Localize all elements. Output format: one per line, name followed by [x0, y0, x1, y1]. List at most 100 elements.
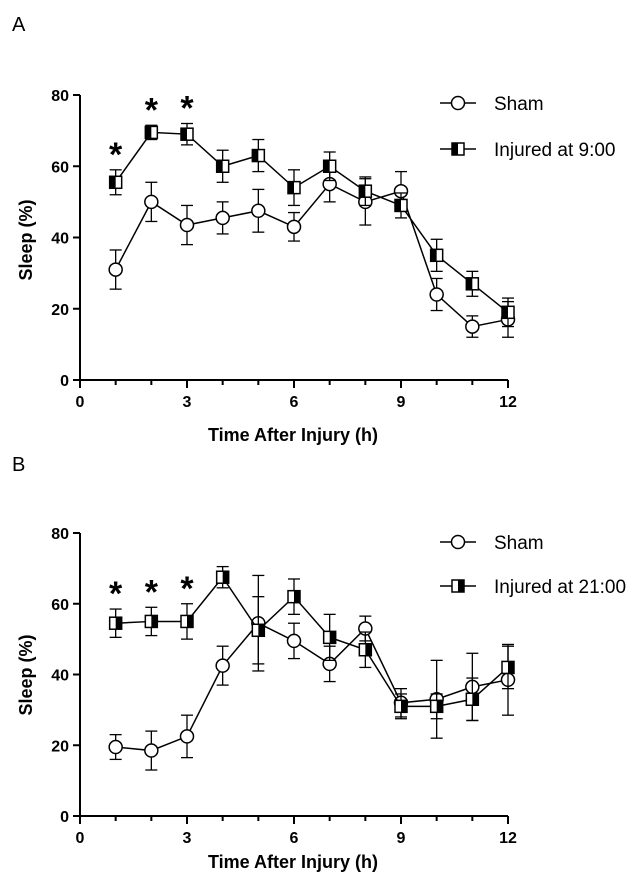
series-line-sham-a: [115, 183, 509, 328]
point-injured-b-fill: [329, 631, 336, 644]
point-injured-a-fill: [430, 249, 437, 262]
point-injured-a: [287, 180, 301, 195]
point-injured-a: [322, 159, 337, 173]
series-line-sham-b: [115, 622, 509, 752]
x-tick-label-b: 12: [499, 830, 517, 847]
point-injured-b: [465, 692, 480, 707]
point-injured-a: [215, 159, 230, 173]
y-tick-label-b: 60: [51, 597, 69, 614]
y-tick-label-a: 40: [51, 231, 69, 248]
point-sham-a: [215, 210, 230, 226]
point-injured-b-fill: [258, 624, 265, 637]
point-injured-a-fill: [145, 126, 152, 139]
point-sham-b: [108, 739, 123, 755]
point-injured-a-fill: [395, 199, 401, 212]
point-injured-b: [501, 660, 515, 675]
point-injured-a: [251, 148, 266, 163]
x-tick-label-b: 9: [397, 830, 406, 847]
legend-injured-marker-b-outline: [451, 579, 465, 593]
point-sham-a: [429, 287, 444, 302]
legend-injured-label-b: Injured at 21:00: [494, 577, 626, 598]
point-injured-b: [394, 699, 408, 714]
series-line-injured-b: [115, 575, 509, 708]
point-injured-a-fill: [216, 160, 223, 173]
point-sham-a: [286, 219, 302, 235]
point-injured-a-fill: [359, 185, 366, 198]
point-injured-b: [144, 614, 159, 629]
x-tick-label-a: 12: [499, 394, 517, 411]
point-injured-a: [358, 184, 373, 198]
point-injured-a: [429, 248, 444, 263]
point-injured-b-bg: [252, 624, 265, 637]
x-axis-label-b: Time After Injury (h): [208, 852, 378, 872]
panel-a: A Sleep (%) Time After Injury (h) 0 20 40 6…: [12, 14, 615, 445]
legend-a: Sham Injured at 9:00: [440, 94, 615, 161]
point-injured-b: [180, 614, 194, 629]
point-injured-a: [465, 277, 480, 291]
point-injured-b-fill: [115, 617, 122, 630]
x-tick-label-a: 3: [183, 394, 192, 411]
series-line-injured-a: [115, 131, 509, 313]
point-sham-a: [251, 203, 266, 219]
point-injured-b-fill: [508, 661, 514, 674]
legend-sham-marker-a: [450, 95, 466, 111]
panel-b: B Sleep (%) Time After Injury (h) 0 20 40 6…: [12, 454, 626, 872]
point-injured-a: [501, 305, 515, 320]
point-injured-b-fill: [294, 590, 300, 603]
panel-label-b: B: [12, 454, 25, 476]
significance-star-b: *: [145, 573, 159, 611]
legend-injured-marker-b-black: [458, 580, 464, 592]
point-sham-a: [108, 262, 123, 277]
point-injured-b-fill: [365, 643, 372, 656]
point-injured-b-fill: [401, 700, 407, 713]
legend-injured-label-a: Injured at 9:00: [494, 140, 615, 161]
y-tick-label-a: 20: [51, 302, 69, 319]
y-tick-label-a: 0: [60, 373, 69, 390]
x-tick-label-b: 0: [76, 830, 85, 847]
point-injured-a: [394, 198, 408, 213]
point-injured-a-fill: [323, 160, 330, 173]
point-sham-a: [179, 217, 195, 233]
point-sham-b: [144, 743, 159, 758]
point-injured-b: [108, 616, 123, 630]
point-injured-b-fill: [187, 615, 193, 628]
y-axis-label-a: Sleep (%): [16, 199, 36, 280]
legend-injured-marker-a-black: [452, 143, 458, 155]
point-injured-a: [180, 127, 194, 141]
point-injured-a-fill: [288, 181, 294, 194]
plot-area-b: 0 20 40 60 80 0 3 6 9 12 * * *: [51, 526, 517, 847]
point-sham-b: [179, 729, 195, 744]
point-injured-a-fill: [181, 128, 187, 141]
point-injured-a-fill: [109, 176, 116, 189]
point-sham-a: [465, 319, 480, 334]
y-tick-label-b: 80: [51, 526, 69, 543]
x-tick-label-b: 6: [290, 830, 299, 847]
y-tick-label-a: 80: [51, 88, 69, 105]
significance-star-a: *: [109, 136, 123, 174]
y-axis-label-b: Sleep (%): [16, 634, 36, 715]
x-axis-label-a: Time After Injury (h): [208, 425, 378, 445]
point-sham-b: [215, 658, 230, 673]
legend-b: Sham Injured at 21:00: [440, 533, 626, 598]
point-injured-b: [287, 589, 301, 604]
panel-label-a: A: [12, 14, 26, 36]
significance-star-a: *: [145, 91, 159, 129]
point-injured-a-fill: [252, 149, 259, 162]
y-tick-label-b: 20: [51, 738, 69, 755]
plot-area-a: 0 20 40 60 80 0 3 6 9 12 * * *: [51, 88, 517, 411]
y-tick-label-b: 40: [51, 668, 69, 685]
point-injured-a-fill: [466, 277, 473, 290]
legend-sham-label-b: Sham: [494, 533, 544, 554]
point-injured-b: [251, 623, 266, 638]
point-injured-b: [215, 570, 230, 584]
legend-sham-marker-b: [450, 534, 466, 550]
x-tick-label-a: 0: [76, 394, 85, 411]
point-injured-a: [144, 125, 159, 140]
point-injured-b: [429, 699, 444, 714]
legend-injured-marker-a-outline: [451, 142, 465, 156]
significance-star-a: *: [180, 90, 194, 128]
y-tick-label-b: 0: [60, 809, 69, 826]
point-sham-b: [286, 633, 302, 649]
